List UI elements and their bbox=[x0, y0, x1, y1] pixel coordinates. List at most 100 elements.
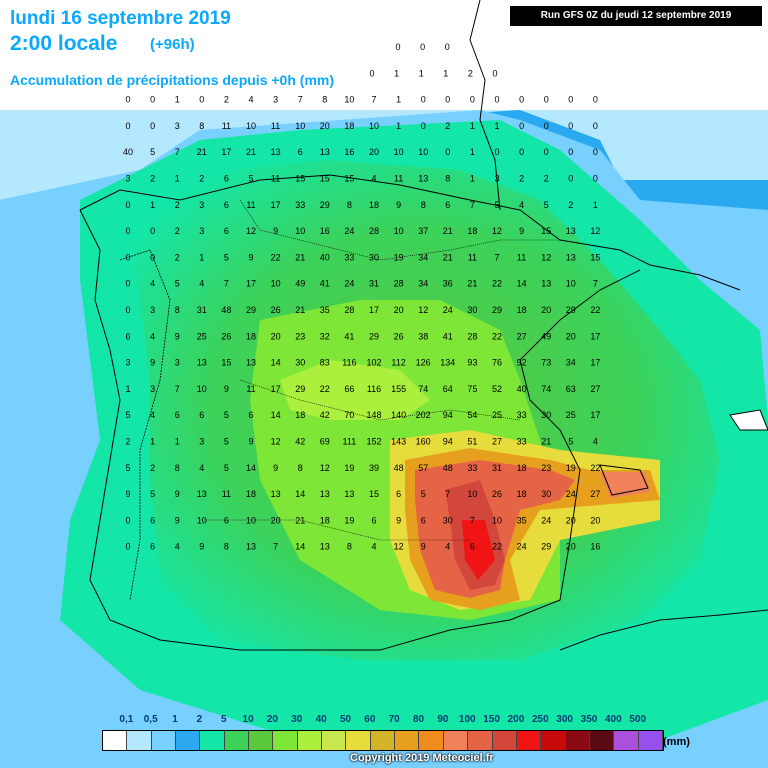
france-coast bbox=[469, 0, 501, 211]
grid-value: 26 bbox=[394, 331, 404, 341]
precip-zone-balearic bbox=[600, 472, 650, 498]
grid-value: 11 bbox=[222, 121, 231, 131]
grid-value: 6 bbox=[150, 542, 155, 552]
grid-values: 0 0 00 1 1 1 2 00 0 1 0 2 4 3 7 8 10 7 1 0 0 0 0 0 0 0 00 0 3 8 11 10 11… bbox=[123, 42, 600, 552]
grid-value: 9 bbox=[175, 331, 180, 341]
grid-value: 0 bbox=[150, 121, 155, 131]
grid-value: 28 bbox=[344, 305, 354, 315]
grid-value: 1 bbox=[470, 147, 475, 157]
grid-value: 7 bbox=[273, 542, 278, 552]
grid-value: 10 bbox=[197, 384, 207, 394]
legend-label: 400 bbox=[605, 714, 622, 725]
grid-value: 22 bbox=[492, 331, 502, 341]
grid-value: 1 bbox=[175, 437, 180, 447]
forecast-offset: (+96h) bbox=[150, 36, 195, 53]
grid-value: 70 bbox=[344, 410, 354, 420]
legend-label: 0,5 bbox=[143, 714, 158, 725]
legend-unit: (mm) bbox=[663, 736, 690, 748]
grid-value: 5 bbox=[544, 200, 549, 210]
legend-swatch bbox=[103, 731, 128, 750]
grid-value: 0 bbox=[420, 42, 425, 52]
grid-value: 15 bbox=[590, 252, 600, 262]
legend-swatch bbox=[565, 731, 590, 750]
grid-value: 66 bbox=[344, 384, 354, 394]
sardinia-outline bbox=[729, 409, 768, 431]
grid-value: 13 bbox=[541, 279, 551, 289]
grid-value: 17 bbox=[590, 410, 600, 420]
grid-value: 5 bbox=[248, 174, 253, 184]
grid-value: 30 bbox=[443, 515, 453, 525]
grid-value: 9 bbox=[224, 384, 229, 394]
grid-value: 24 bbox=[541, 515, 551, 525]
grid-value: 48 bbox=[443, 463, 453, 473]
grid-value: 9 bbox=[199, 542, 204, 552]
grid-value: 6 bbox=[224, 515, 229, 525]
grid-value: 29 bbox=[246, 305, 256, 315]
grid-value: 13 bbox=[197, 489, 207, 499]
grid-value: 24 bbox=[344, 279, 354, 289]
grid-value: 30 bbox=[295, 358, 305, 368]
grid-value: 13 bbox=[566, 226, 576, 236]
grid-value: 5 bbox=[494, 200, 499, 210]
grid-value: 0 bbox=[445, 147, 450, 157]
grid-value: 160 bbox=[416, 437, 431, 447]
grid-value: 17 bbox=[271, 384, 281, 394]
grid-value: 19 bbox=[566, 463, 576, 473]
grid-value: 1 bbox=[470, 174, 475, 184]
grid-value: 21 bbox=[467, 279, 477, 289]
legend-swatch bbox=[249, 731, 274, 750]
grid-value: 9 bbox=[125, 489, 130, 499]
grid-value: 33 bbox=[517, 410, 527, 420]
grid-value: 0 bbox=[199, 95, 204, 105]
legend-swatch bbox=[346, 731, 371, 750]
grid-value: 0 bbox=[494, 147, 499, 157]
grid-value: 18 bbox=[246, 331, 256, 341]
legend-swatch bbox=[589, 731, 615, 750]
grid-value: 4 bbox=[371, 174, 376, 184]
grid-value: 8 bbox=[175, 463, 180, 473]
grid-value: 2 bbox=[150, 463, 155, 473]
grid-value: 155 bbox=[391, 384, 406, 394]
grid-value: 10 bbox=[566, 279, 576, 289]
grid-value: 26 bbox=[271, 305, 281, 315]
grid-value: 22 bbox=[590, 305, 600, 315]
legend-swatch bbox=[127, 731, 152, 750]
grid-value: 20 bbox=[541, 305, 551, 315]
grid-value: 20 bbox=[369, 147, 379, 157]
grid-value: 13 bbox=[418, 174, 428, 184]
grid-value: 10 bbox=[271, 279, 281, 289]
grid-value: 7 bbox=[298, 95, 303, 105]
grid-value: 2 bbox=[175, 226, 180, 236]
grid-value: 27 bbox=[492, 437, 502, 447]
grid-value: 10 bbox=[369, 121, 379, 131]
grid-value: 9 bbox=[421, 542, 426, 552]
grid-value: 6 bbox=[125, 331, 130, 341]
grid-value: 116 bbox=[342, 358, 356, 368]
grid-value: 6 bbox=[371, 515, 376, 525]
grid-value: 10 bbox=[295, 226, 305, 236]
grid-value: 4 bbox=[593, 437, 598, 447]
grid-value: 1 bbox=[199, 252, 204, 262]
grid-value: 0 bbox=[593, 174, 598, 184]
grid-value: 29 bbox=[492, 305, 502, 315]
grid-value: 3 bbox=[125, 174, 130, 184]
grid-value: 0 bbox=[568, 121, 573, 131]
grid-value: 5 bbox=[224, 252, 229, 262]
grid-value: 0 bbox=[544, 121, 549, 131]
precip-zone-200-plus bbox=[462, 520, 495, 580]
grid-value: 2 bbox=[568, 200, 573, 210]
grid-value: 10 bbox=[246, 121, 256, 131]
grid-value: 3 bbox=[175, 358, 180, 368]
grid-value: 4 bbox=[248, 95, 253, 105]
grid-value: 4 bbox=[150, 331, 155, 341]
grid-value: 0 bbox=[593, 147, 598, 157]
grid-value: 3 bbox=[175, 121, 180, 131]
grid-value: 20 bbox=[271, 515, 281, 525]
grid-value: 0 bbox=[519, 147, 524, 157]
grid-value: 12 bbox=[541, 252, 551, 262]
grid-value: 7 bbox=[470, 515, 475, 525]
copyright: Copyright 2019 Meteociel.fr bbox=[350, 752, 494, 764]
grid-value: 0 bbox=[125, 279, 130, 289]
grid-value: 2 bbox=[125, 437, 130, 447]
legend-label: 2 bbox=[196, 714, 203, 725]
